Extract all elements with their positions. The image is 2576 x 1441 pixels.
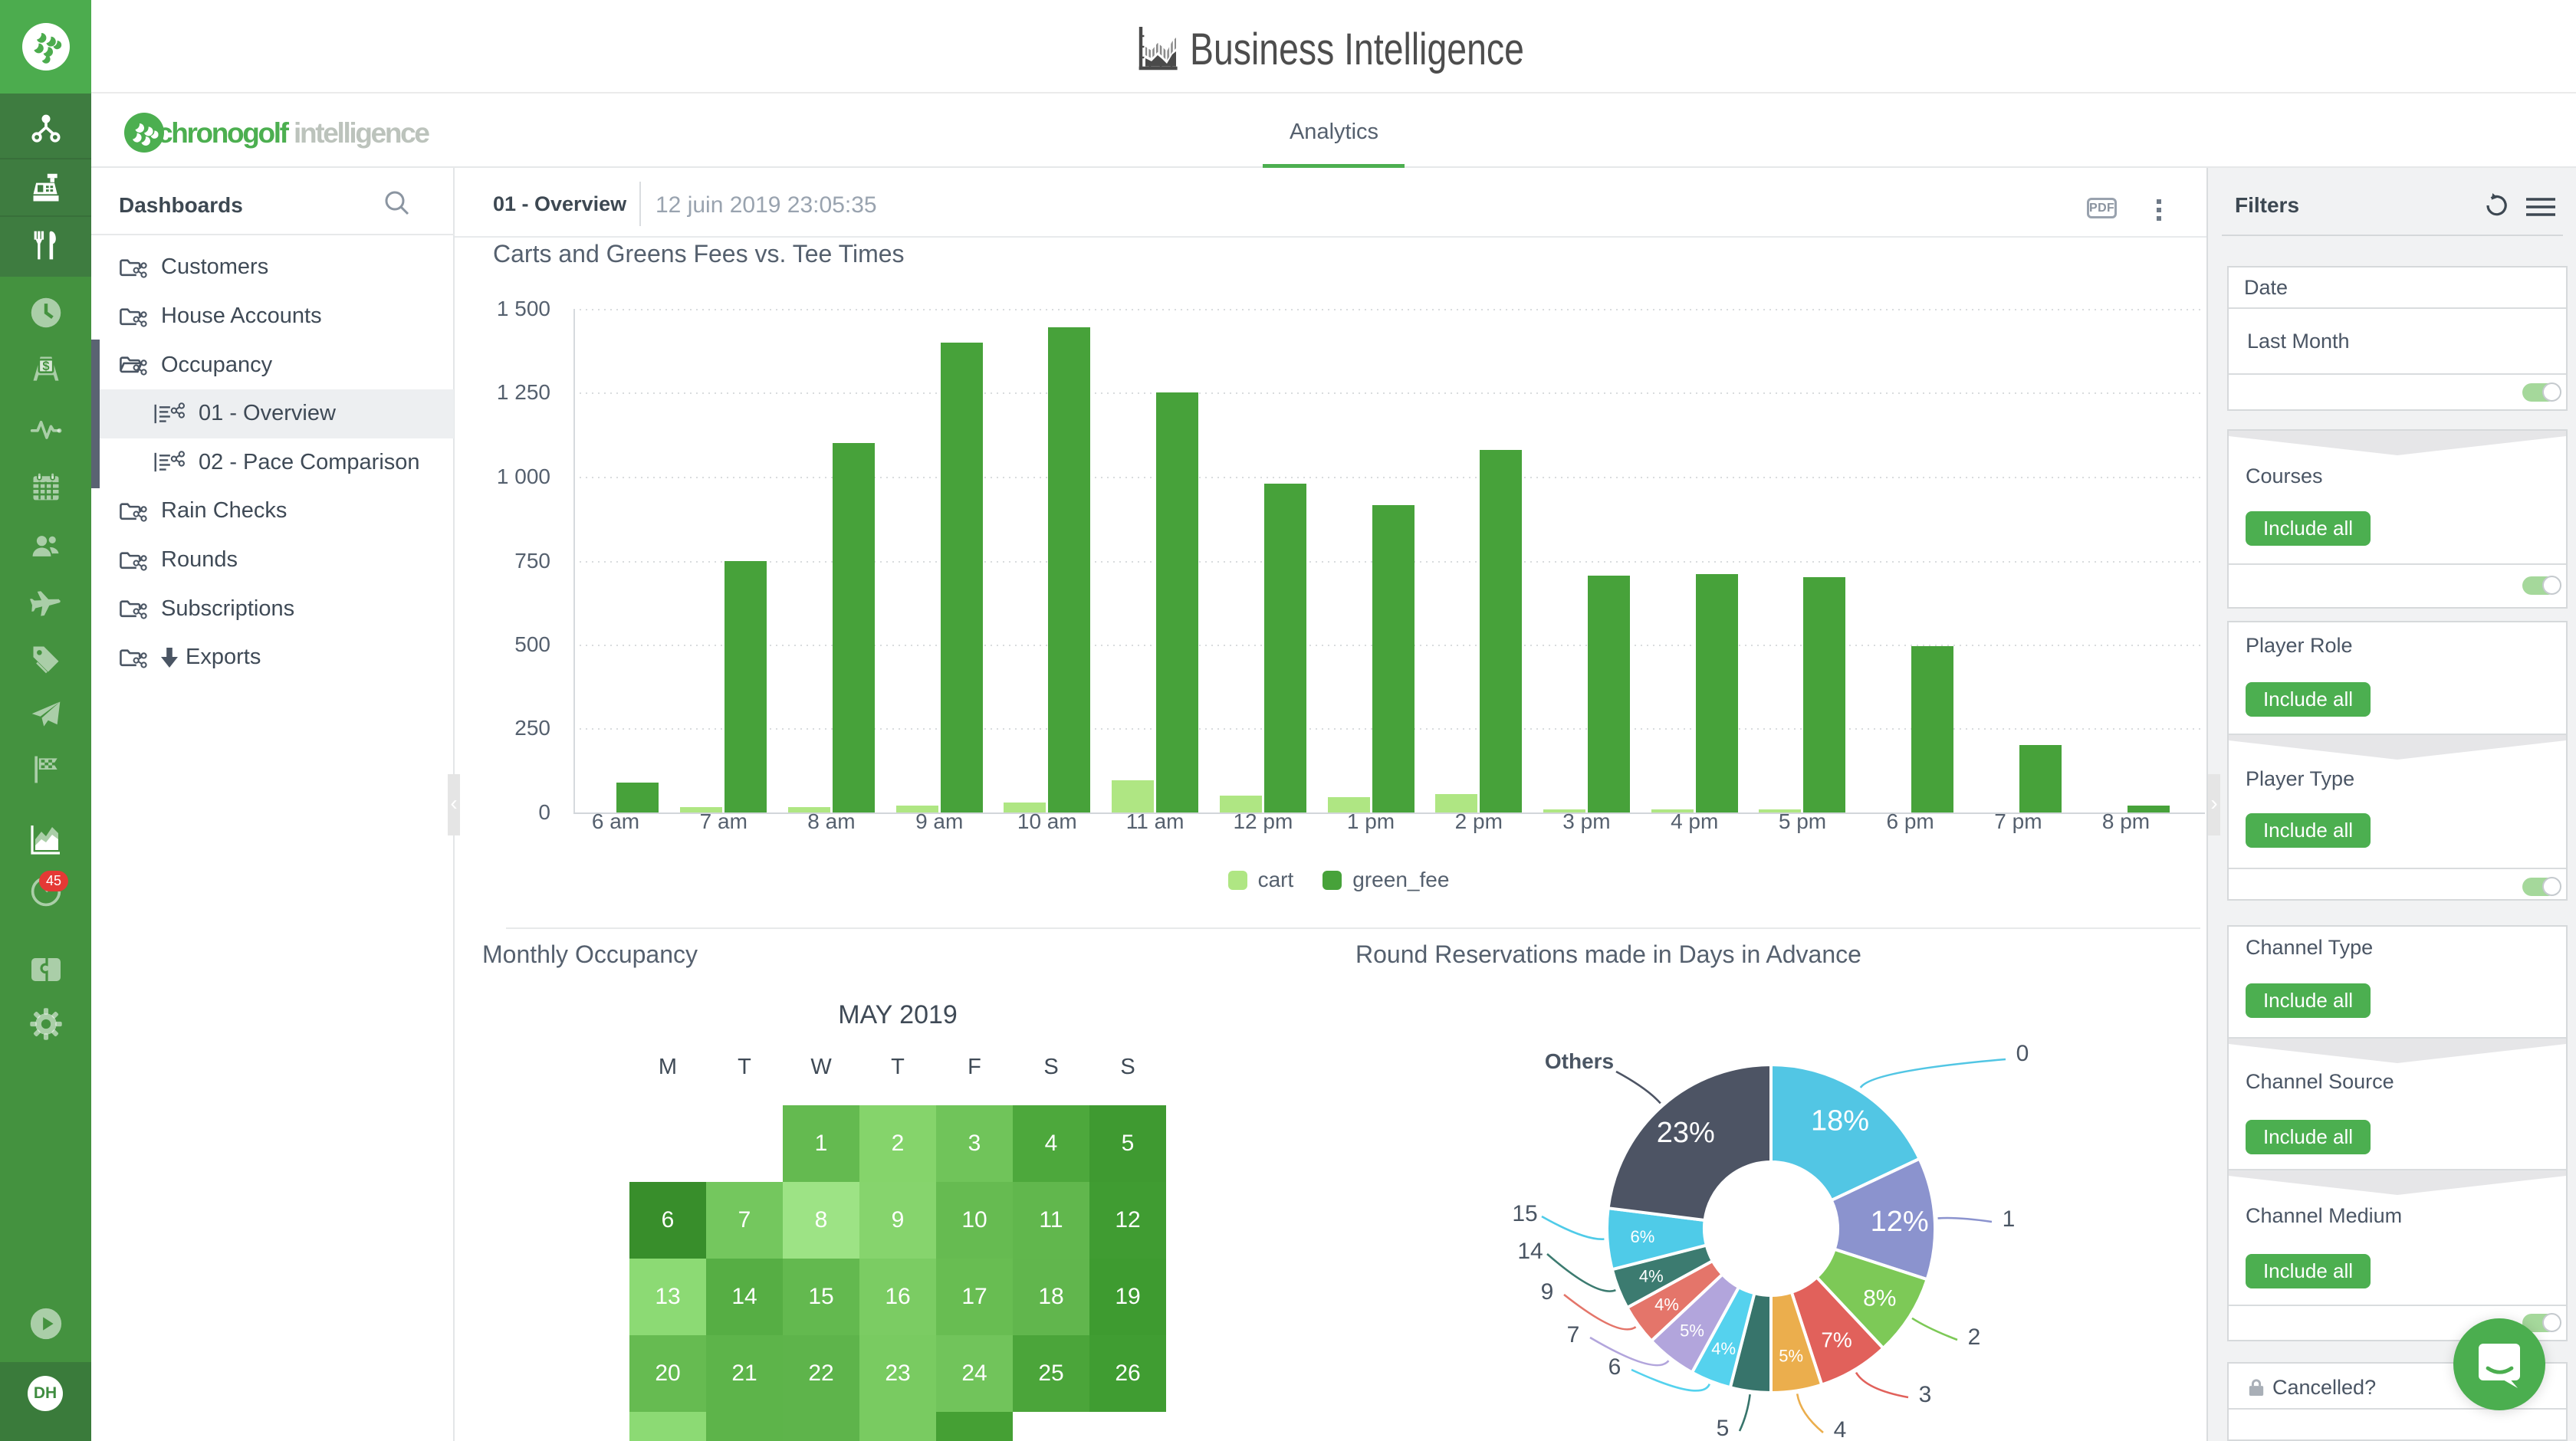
svg-text:9: 9 [1541,1279,1554,1305]
svg-text:0: 0 [2016,1041,2029,1066]
svg-text:4%: 4% [1639,1267,1664,1286]
svg-text:5: 5 [1717,1416,1730,1441]
svg-text:6%: 6% [1631,1227,1655,1246]
svg-text:18%: 18% [1811,1105,1869,1137]
svg-text:Others: Others [1545,1049,1614,1073]
svg-text:4%: 4% [1711,1339,1736,1358]
svg-text:5%: 5% [1779,1347,1803,1366]
svg-text:7: 7 [1567,1322,1580,1347]
svg-text:5%: 5% [1680,1321,1704,1340]
svg-text:4: 4 [1834,1417,1847,1441]
svg-text:15: 15 [1512,1201,1537,1226]
svg-text:$: $ [42,359,49,373]
svg-text:4%: 4% [1654,1295,1679,1314]
svg-text:14: 14 [1517,1239,1543,1264]
svg-text:chronogolf: chronogolf [157,117,290,149]
svg-text:23%: 23% [1657,1117,1715,1149]
svg-text:8%: 8% [1863,1286,1896,1311]
svg-text:1: 1 [2003,1206,2016,1232]
svg-text:2: 2 [1968,1324,1981,1350]
svg-text:6: 6 [1608,1354,1622,1380]
svg-text:intelligence: intelligence [294,117,430,149]
svg-text:3: 3 [1919,1382,1932,1407]
svg-text:12%: 12% [1871,1206,1929,1238]
svg-text:7%: 7% [1821,1328,1852,1351]
